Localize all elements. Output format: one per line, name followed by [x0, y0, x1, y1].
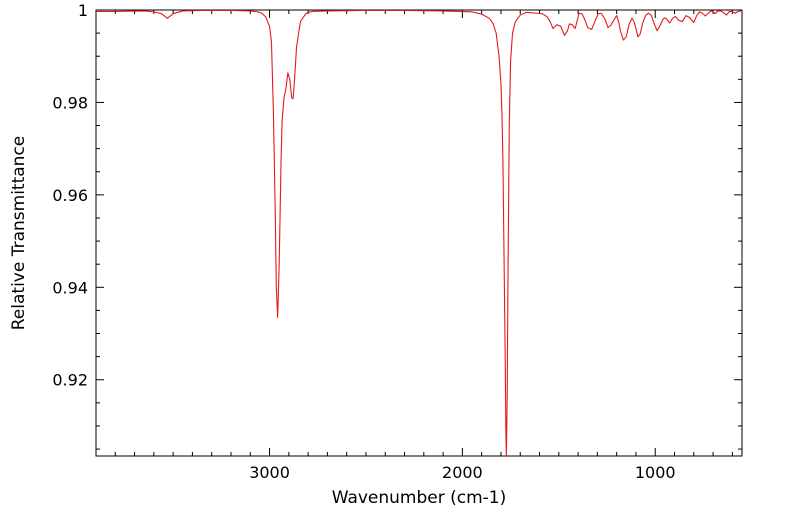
series-line-0	[96, 10, 742, 456]
y-axis-title: Relative Transmittance	[9, 136, 29, 331]
y-tick-label: 1	[78, 1, 88, 20]
y-axis-tick-labels: 0.92 0.94 0.96 0.98 1	[52, 1, 88, 390]
plot-frame	[95, 9, 743, 457]
x-axis-title: Wavenumber (cm-1)	[332, 488, 507, 508]
x-tick-label: 2000	[442, 463, 483, 482]
y-tick-label: 0.96	[52, 186, 88, 205]
y-tick-label: 0.92	[52, 371, 88, 390]
plot-area	[95, 9, 743, 457]
x-axis-tick-labels: 3000 2000 1000	[249, 463, 675, 482]
y-tick-label: 0.98	[52, 93, 88, 112]
y-axis-ticks	[96, 9, 742, 450]
x-axis-ticks	[95, 10, 733, 456]
y-tick-label: 0.94	[52, 278, 88, 297]
x-tick-label: 1000	[635, 463, 676, 482]
series-layer	[96, 10, 742, 456]
x-tick-label: 3000	[249, 463, 290, 482]
